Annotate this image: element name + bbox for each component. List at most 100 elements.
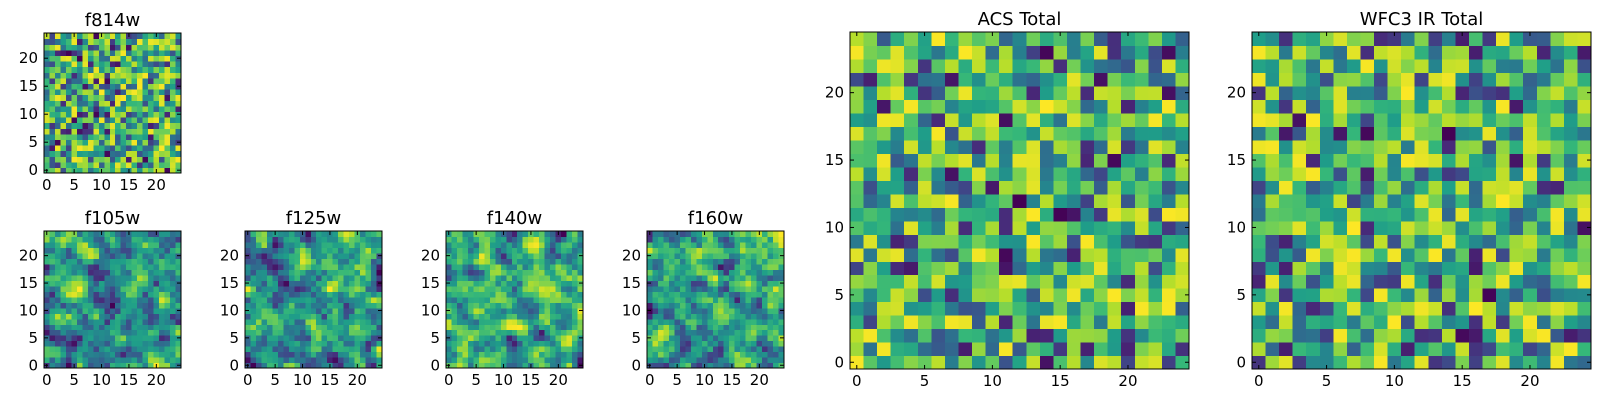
- heatmap-cell: [723, 285, 730, 292]
- heatmap-cell: [1346, 153, 1362, 168]
- heatmap-cell: [310, 313, 317, 320]
- heatmap-cell: [533, 357, 540, 364]
- heatmap-cell: [115, 167, 122, 174]
- heatmap-cell: [1252, 166, 1267, 181]
- heatmap-cell: [489, 351, 496, 358]
- heatmap-cell: [148, 33, 155, 40]
- heatmap-cell: [1319, 207, 1334, 222]
- heatmap-cell: [985, 99, 1000, 114]
- heatmap-cell: [126, 49, 133, 56]
- heatmap-cell: [1374, 85, 1389, 100]
- heatmap-cell: [60, 150, 67, 157]
- heatmap-cell: [712, 324, 719, 331]
- heatmap-cell: [652, 274, 659, 281]
- heatmap-cell: [316, 247, 323, 254]
- heatmap-cell: [1026, 301, 1041, 316]
- heatmap-cell: [745, 357, 752, 364]
- heatmap-cell: [109, 66, 116, 73]
- heatmap-cell: [958, 180, 973, 195]
- heatmap-cell: [890, 85, 905, 100]
- heatmap-cell: [327, 263, 334, 270]
- heatmap-cell: [360, 351, 367, 358]
- heatmap-cell: [1468, 85, 1484, 100]
- heatmap-cell: [1012, 193, 1027, 208]
- heatmap-cell: [473, 280, 480, 287]
- heatmap-cell: [1468, 166, 1484, 181]
- heatmap-cell: [999, 220, 1014, 235]
- heatmap-cell: [170, 94, 177, 101]
- heatmap-cell: [745, 247, 752, 254]
- heatmap-cell: [1094, 72, 1109, 87]
- heatmap-cell: [756, 263, 763, 270]
- heatmap-cell: [376, 346, 383, 353]
- heatmap-cell: [1496, 112, 1511, 127]
- heatmap-cell: [767, 231, 774, 238]
- heatmap-cell: [82, 100, 89, 107]
- heatmap-cell: [668, 291, 675, 298]
- heatmap-cell: [54, 285, 62, 292]
- heatmap-cell: [890, 315, 905, 330]
- heatmap-cell: [365, 307, 372, 314]
- heatmap-cell: [762, 307, 769, 314]
- heatmap-cell: [164, 241, 171, 249]
- heatmap-cell: [1414, 261, 1429, 276]
- heatmap-cell: [137, 122, 144, 129]
- heatmap-cell: [528, 296, 535, 303]
- heatmap-cell: [500, 263, 507, 270]
- heatmap-cell: [60, 236, 67, 243]
- heatmap-cell: [365, 285, 372, 292]
- heatmap-cell: [126, 111, 133, 118]
- heatmap-cell: [917, 261, 932, 276]
- heatmap-cell: [712, 302, 719, 309]
- heatmap-cell: [674, 269, 681, 276]
- heatmap-cell: [159, 33, 166, 40]
- heatmap-cell: [115, 269, 122, 276]
- heatmap-cell: [751, 329, 758, 336]
- heatmap-cell: [1012, 315, 1027, 330]
- heatmap-cell: [250, 346, 257, 353]
- heatmap-cell: [517, 335, 524, 342]
- heatmap-cell: [1026, 247, 1041, 262]
- heatmap-cell: [561, 313, 568, 320]
- heatmap-cell: [561, 269, 568, 276]
- heatmap-cell: [164, 111, 171, 118]
- heatmap-cell: [1107, 247, 1122, 262]
- heatmap-cell: [1441, 220, 1456, 235]
- heatmap-cell: [1161, 32, 1177, 47]
- heatmap-cell: [944, 193, 960, 208]
- heatmap-cell: [1080, 58, 1095, 74]
- heatmap-cell: [500, 335, 507, 342]
- heatmap-cell: [93, 329, 100, 336]
- heatmap-cell: [451, 252, 458, 259]
- heatmap-cell: [712, 247, 719, 254]
- heatmap-cell: [712, 241, 719, 249]
- heatmap-cell: [517, 274, 524, 281]
- heatmap-cell: [712, 318, 719, 325]
- heatmap-cell: [115, 231, 122, 238]
- heatmap-cell: [131, 269, 138, 276]
- heatmap-cell: [54, 77, 62, 84]
- heatmap-cell: [82, 263, 89, 270]
- heatmap-cell: [489, 236, 496, 243]
- heatmap-cell: [299, 329, 306, 336]
- heatmap-cell: [1563, 126, 1579, 141]
- heatmap-cell: [109, 77, 116, 84]
- heatmap-cell: [109, 117, 116, 124]
- heatmap-cell: [1346, 355, 1362, 370]
- heatmap-cell: [1360, 355, 1375, 370]
- heatmap-cell: [98, 38, 105, 45]
- heatmap-cell: [71, 150, 78, 157]
- heatmap-cell: [1094, 126, 1109, 141]
- heatmap-cell: [371, 302, 378, 309]
- heatmap-cell: [1292, 126, 1307, 141]
- heatmap-cell: [288, 318, 295, 325]
- heatmap-cell: [484, 241, 491, 249]
- heatmap-cell: [451, 313, 458, 320]
- heatmap-cell: [904, 274, 919, 289]
- heatmap-cell: [299, 285, 306, 292]
- heatmap-cell: [1080, 32, 1095, 47]
- heatmap-cell: [170, 280, 177, 287]
- heatmap-cell: [120, 111, 127, 118]
- heatmap-cell: [354, 236, 361, 243]
- heatmap-cell: [153, 111, 160, 118]
